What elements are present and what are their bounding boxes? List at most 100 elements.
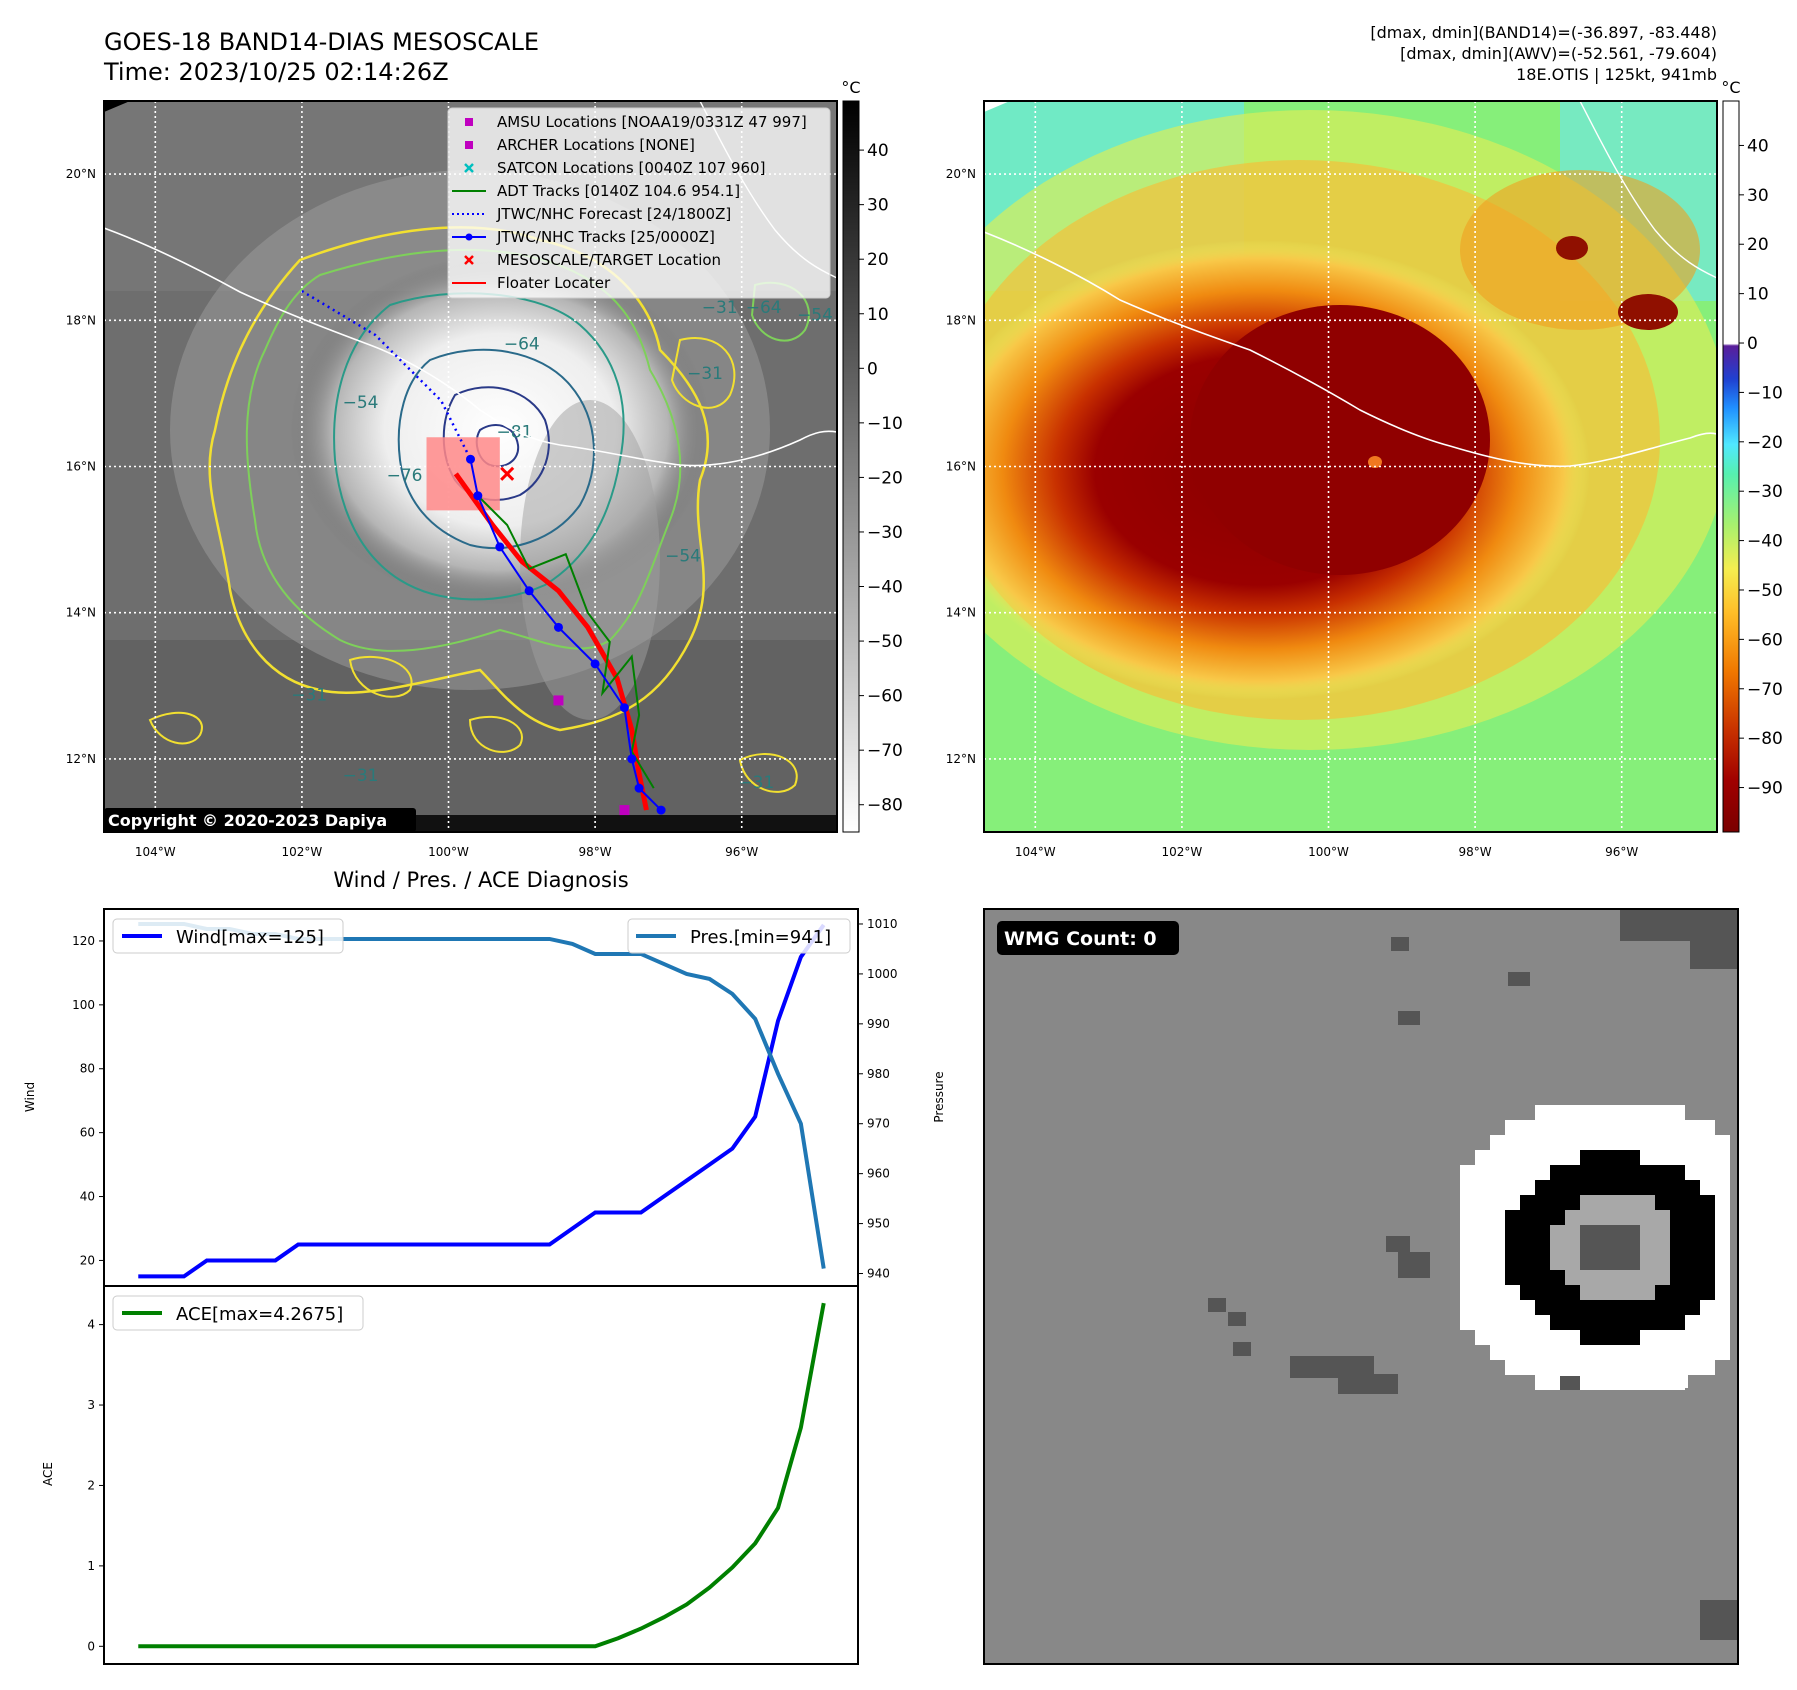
jtwc-forecast-line (301, 289, 472, 460)
wmg-pixel (1550, 1210, 1565, 1225)
wmg-pixel (1565, 1225, 1580, 1240)
wmg-pixel (1685, 1120, 1700, 1135)
wmg-pixel (1715, 1225, 1730, 1240)
legend-dot-icon (465, 233, 473, 241)
awv-map-panel (983, 100, 1718, 833)
wmg-pixel (1610, 1270, 1625, 1285)
wmg-pixel (1685, 1180, 1700, 1195)
contour-label: −64 (746, 298, 782, 318)
wmg-pixel (1490, 1270, 1505, 1285)
wmg-pixel (1565, 1330, 1580, 1345)
wmg-pixel (1624, 1374, 1688, 1388)
wmg-pixel (1565, 1285, 1580, 1300)
figure-title: GOES-18 BAND14-DIAS MESOSCALE (104, 28, 539, 56)
wmg-pixel (1670, 1345, 1685, 1360)
wmg-pixel (1700, 1330, 1715, 1345)
ace-chart: 0 1 2 3 4 ACE[max=4.2675] ACE (41, 1285, 859, 1665)
wmg-pixel (1460, 1270, 1475, 1285)
wmg-pixel (1475, 1300, 1490, 1315)
wmg-pixel (1700, 1180, 1715, 1195)
wmg-pixel (1610, 1360, 1625, 1375)
contour-label: −54 (343, 393, 379, 413)
wmg-pixel (1386, 1236, 1410, 1252)
wmg-pixel (1565, 1150, 1580, 1165)
wmg-pixel (1580, 1345, 1595, 1360)
ace-series-line (138, 1302, 826, 1649)
target-marker (500, 466, 515, 481)
wmg-pixel (1535, 1315, 1550, 1330)
wmg-pixel (1580, 1270, 1595, 1285)
wmg-pixel (1535, 1375, 1550, 1390)
wmg-pixel (1625, 1270, 1640, 1285)
wind-legend: Wind[max=125] (112, 918, 344, 954)
wmg-pixel (1595, 1195, 1610, 1210)
wmg-pixel (1640, 1255, 1655, 1270)
wmg-pixel (1610, 1300, 1625, 1315)
wmg-pixel (1670, 1240, 1685, 1255)
wmg-pixel (1610, 1180, 1625, 1195)
wmg-pixel (1565, 1240, 1580, 1255)
wmg-pixel (1640, 1180, 1655, 1195)
copyright-text: Copyright © 2020-2023 Dapiya (108, 811, 387, 830)
wmg-pixel (1700, 1300, 1715, 1315)
legend-label: AMSU Locations [NOAA19/0331Z 47 997] (497, 113, 807, 131)
wmg-pixel (1490, 1240, 1505, 1255)
awv-colorbar-tick-label: −60 (1747, 630, 1783, 650)
awv-colorbar-tick-label: −70 (1747, 680, 1783, 700)
wmg-pixel (1640, 1360, 1655, 1375)
contour-label: −31 (687, 364, 723, 384)
wmg-pixel (1700, 1285, 1715, 1300)
wmg-pixel (1520, 1255, 1535, 1270)
wmg-pixel (1505, 1270, 1520, 1285)
wmg-pixel (1595, 1150, 1610, 1165)
contour-label: −31 (738, 773, 774, 793)
wmg-pixel (1475, 1165, 1490, 1180)
wmg-pixel (1595, 1225, 1610, 1240)
awv-lon-label: 102°W (1162, 845, 1203, 859)
wmg-pixel (1700, 1120, 1715, 1135)
awv-lon-label: 98°W (1459, 845, 1492, 859)
wmg-pixel (1685, 1165, 1700, 1180)
wind-tick-label: 80 (80, 1062, 95, 1076)
wmg-pixel (1610, 1375, 1625, 1390)
wmg-pixel (1520, 1165, 1535, 1180)
wmg-pixel (1715, 1300, 1730, 1315)
ir-legend: AMSU Locations [NOAA19/0331Z 47 997] ARCH… (447, 107, 831, 299)
awv-range: [dmax, dmin](AWV)=(-52.561, -79.604) (1400, 44, 1717, 63)
contour-label: −31 (291, 685, 327, 705)
ir-colorbar-tick-label: −60 (867, 687, 903, 707)
wmg-pixel (1610, 1255, 1625, 1270)
wmg-pixel (1715, 1315, 1730, 1330)
wmg-pixel (1460, 1225, 1475, 1240)
legend-x-icon (464, 255, 474, 265)
wmg-pixel (1580, 1330, 1595, 1345)
wmg-pixel (1625, 1360, 1640, 1375)
wmg-pixel (1535, 1360, 1550, 1375)
wmg-pixel (1550, 1180, 1565, 1195)
wmg-pixel (1595, 1120, 1610, 1135)
wmg-pixel (1625, 1105, 1640, 1120)
wmg-pixel (1550, 1240, 1565, 1255)
wmg-pixel (1715, 1270, 1730, 1285)
awv-colorbar-tick-label: −80 (1747, 729, 1783, 749)
jtwc-track-point (590, 659, 600, 669)
legend-label: Floater Locater (497, 274, 611, 292)
wmg-pixel (1475, 1330, 1490, 1345)
wmg-pixel (1655, 1120, 1670, 1135)
wmg-pixel (1700, 1345, 1715, 1360)
wind-pressure-chart: 20 40 60 80 100 120 940 950 960 970 980 990 1000 101… (23, 908, 946, 1287)
wmg-pixel (1520, 1240, 1535, 1255)
wmg-pixel (1655, 1360, 1670, 1375)
awv-gridlines (984, 101, 1717, 832)
awv-lat-label: 12°N (946, 752, 976, 766)
wmg-pixel (1535, 1120, 1550, 1135)
wmg-pixel (1490, 1285, 1505, 1300)
legend-square-icon (465, 118, 473, 126)
ir-colorbar: °C 40 30 20 10 0 −10 −20 −30 −40 −50 −60 −70 −80 (841, 78, 903, 833)
contour-label: −64 (504, 335, 540, 355)
wmg-pixel (1520, 1180, 1535, 1195)
awv-colorbar-tick-label: −50 (1747, 581, 1783, 601)
wmg-pixel (1595, 1210, 1610, 1225)
wind-tick-label: 20 (80, 1253, 95, 1267)
wmg-pixel (1595, 1180, 1610, 1195)
